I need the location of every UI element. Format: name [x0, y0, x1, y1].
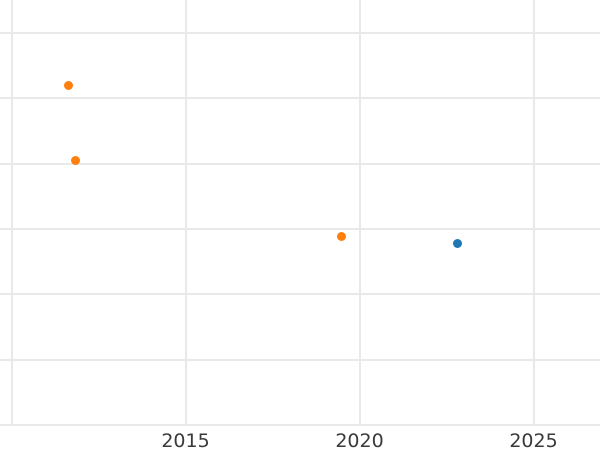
horizontal-gridline [0, 162, 600, 165]
vertical-gridline [184, 0, 187, 426]
horizontal-gridline [0, 97, 600, 100]
x-tick-label: 2025 [509, 430, 558, 450]
vertical-gridline [358, 0, 361, 426]
x-tick-label: 2015 [161, 430, 210, 450]
vertical-gridline [532, 0, 535, 426]
x-tick-label: 2020 [335, 430, 384, 450]
horizontal-gridline [0, 293, 600, 296]
horizontal-gridline [0, 31, 600, 34]
horizontal-gridline [0, 227, 600, 230]
horizontal-gridline [0, 358, 600, 361]
horizontal-gridline [0, 424, 600, 426]
data-point-orange-series [336, 232, 346, 242]
data-point-orange-series [71, 156, 81, 166]
data-point-orange-series [64, 80, 74, 90]
vertical-gridline [10, 0, 13, 426]
data-point-blue-series [453, 239, 463, 249]
